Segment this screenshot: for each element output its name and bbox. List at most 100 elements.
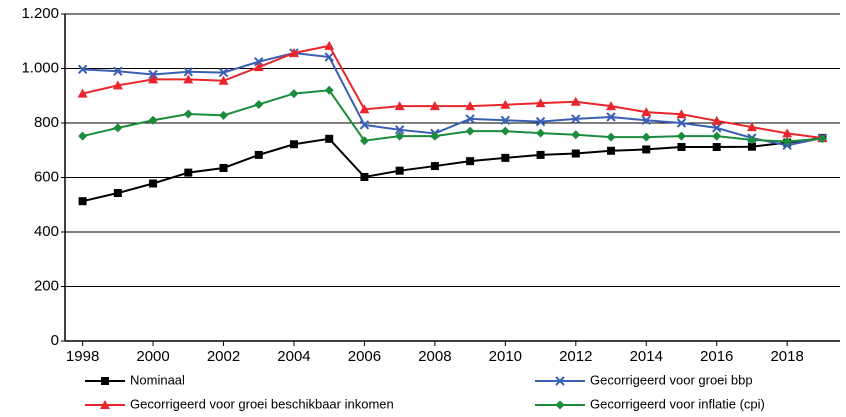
marker (430, 162, 439, 171)
marker (78, 131, 88, 141)
marker (359, 120, 370, 130)
marker (77, 64, 88, 75)
marker (254, 99, 264, 109)
marker (183, 67, 194, 77)
marker (466, 157, 475, 166)
series-line (82, 51, 823, 147)
series-line (82, 136, 823, 203)
marker (149, 179, 158, 188)
x-tick-label: 2018 (770, 348, 803, 365)
marker (535, 98, 546, 108)
x-tick-label: 2004 (277, 348, 310, 365)
marker (501, 153, 510, 162)
marker (395, 166, 404, 175)
marker (112, 80, 123, 90)
marker (394, 125, 405, 135)
marker (113, 123, 123, 133)
marker (676, 118, 687, 128)
y-tick-label: 400 (34, 223, 59, 240)
marker (465, 114, 475, 124)
marker (746, 122, 757, 132)
marker (607, 146, 616, 155)
marker (535, 116, 546, 127)
marker (782, 128, 793, 138)
marker (184, 168, 193, 177)
legend-marker (555, 400, 565, 410)
marker (430, 131, 440, 141)
legend-label: Gecorrigeerd voor groei beschikbaar inko… (130, 396, 394, 411)
marker (606, 112, 616, 122)
marker (711, 123, 722, 133)
marker (218, 67, 229, 78)
y-tick-label: 0 (51, 332, 59, 349)
marker (712, 142, 721, 151)
y-tick-label: 800 (34, 114, 59, 131)
marker (219, 163, 228, 172)
marker (254, 56, 264, 67)
x-tick-label: 2008 (418, 348, 451, 365)
marker (113, 189, 122, 198)
marker (747, 135, 757, 145)
marker (183, 109, 193, 119)
x-tick-label: 2002 (207, 348, 240, 365)
marker (571, 114, 581, 124)
marker (641, 132, 651, 142)
marker (606, 132, 616, 142)
marker (325, 134, 334, 143)
marker (500, 99, 511, 109)
marker (782, 137, 792, 147)
marker (536, 150, 545, 159)
legend-label: Gecorrigeerd voor inflatie (cpi) (590, 396, 765, 411)
marker (253, 62, 264, 72)
marker (500, 126, 510, 136)
marker (571, 149, 580, 158)
marker (359, 104, 370, 114)
marker (360, 172, 369, 181)
marker (113, 66, 123, 76)
marker (288, 47, 299, 57)
marker (77, 88, 88, 98)
legend-marker (555, 376, 565, 386)
legend-label: Nominaal (130, 372, 185, 387)
marker (148, 74, 159, 84)
legend-label: Gecorrigeerd voor groei bbp (590, 372, 753, 387)
y-tick-label: 600 (34, 168, 59, 185)
x-tick-label: 2010 (489, 348, 522, 365)
x-tick-label: 2006 (348, 348, 381, 365)
y-tick-label: 200 (34, 277, 59, 294)
marker (676, 131, 686, 141)
marker (465, 101, 476, 111)
marker (324, 40, 335, 50)
y-tick-label: 1.000 (21, 59, 59, 76)
series-line (82, 44, 823, 139)
marker (711, 115, 722, 125)
marker (289, 89, 299, 99)
marker (536, 128, 546, 138)
marker (324, 85, 334, 95)
marker (676, 109, 687, 119)
x-tick-label: 2016 (700, 348, 733, 365)
marker (642, 145, 651, 154)
marker (324, 52, 334, 62)
legend-marker (101, 377, 109, 385)
marker (641, 107, 652, 117)
marker (148, 115, 158, 125)
x-tick-label: 2000 (136, 348, 169, 365)
marker (500, 115, 511, 125)
marker (394, 101, 405, 111)
marker (677, 142, 686, 151)
x-tick-label: 2014 (630, 348, 663, 365)
marker (747, 142, 756, 151)
marker (219, 110, 229, 120)
marker (395, 131, 405, 141)
marker (465, 126, 475, 136)
marker (712, 131, 722, 141)
marker (289, 140, 298, 149)
series-line (82, 89, 823, 143)
marker (571, 130, 581, 140)
x-tick-label: 1998 (66, 348, 99, 365)
marker (606, 101, 617, 111)
marker (641, 115, 651, 125)
marker (183, 74, 194, 84)
